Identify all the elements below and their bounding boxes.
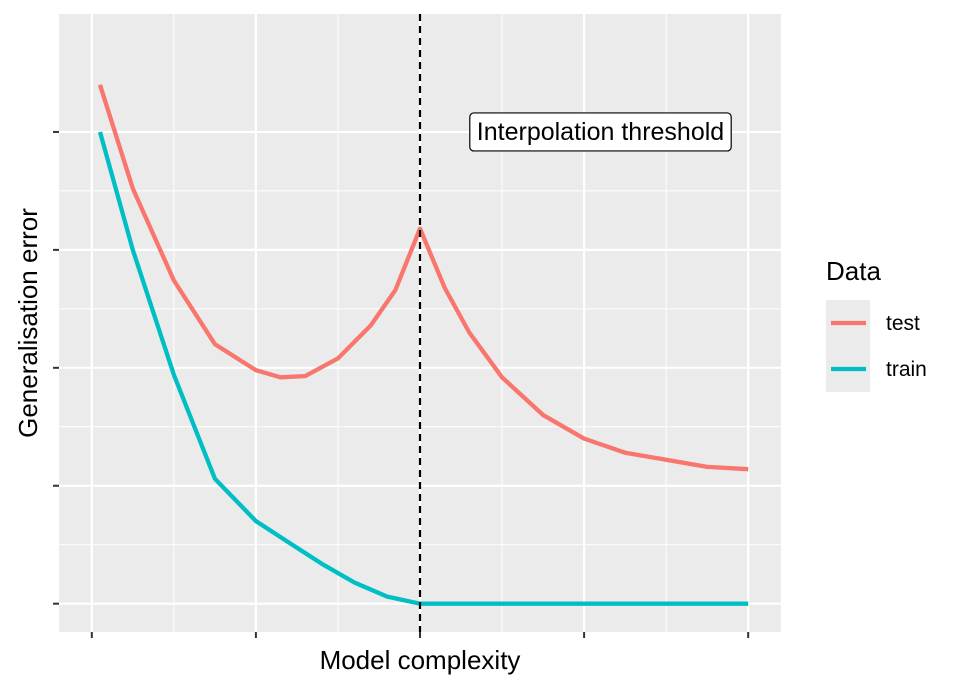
legend-label-test: test (886, 312, 920, 335)
legend-label-train: train (886, 358, 927, 381)
legend-keys: test train (826, 300, 927, 392)
annotation-layer: Interpolation threshold (469, 112, 732, 152)
annotation-label: Interpolation threshold (477, 118, 724, 146)
annotation-box (469, 112, 732, 152)
series-line-test (97, 84, 749, 472)
series-layer (97, 84, 749, 606)
y-axis-title: Generalisation error (13, 208, 43, 438)
legend: Data test train (826, 256, 927, 392)
legend-title: Data (826, 256, 881, 286)
axis-ticks (53, 130, 750, 638)
series-line-train (97, 131, 749, 606)
x-axis-title: Model complexity (320, 645, 521, 675)
